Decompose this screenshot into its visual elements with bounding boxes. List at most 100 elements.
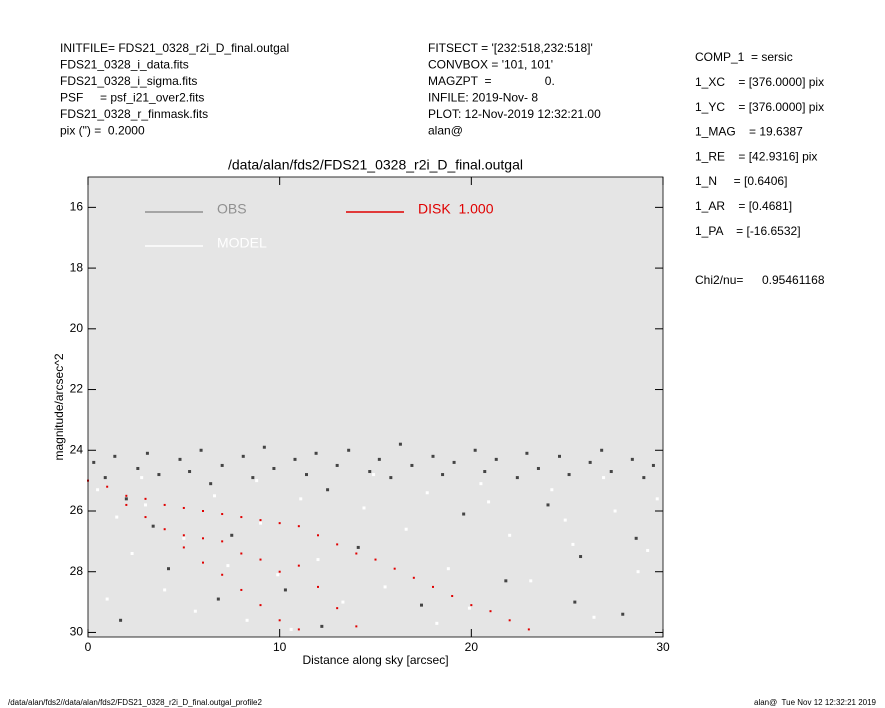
- point: [259, 519, 262, 522]
- point: [92, 460, 96, 464]
- point: [278, 522, 281, 525]
- point: [362, 506, 366, 510]
- point: [355, 552, 358, 555]
- point: [320, 624, 324, 628]
- point: [182, 546, 185, 549]
- point: [636, 570, 640, 574]
- param-line: 1_N = [0.6406]: [695, 174, 787, 188]
- point: [106, 485, 109, 488]
- point: [144, 497, 147, 500]
- point: [136, 466, 140, 470]
- point: [470, 604, 473, 607]
- y-tick-label: 28: [70, 564, 84, 578]
- point: [546, 503, 550, 507]
- point: [563, 518, 567, 522]
- point: [316, 558, 320, 562]
- point: [571, 542, 575, 546]
- point: [202, 509, 204, 512]
- point: [613, 509, 617, 513]
- point: [435, 621, 439, 625]
- point: [355, 625, 358, 628]
- point: [182, 536, 186, 540]
- point: [144, 516, 147, 519]
- point: [630, 457, 634, 461]
- point: [573, 600, 577, 604]
- point: [259, 558, 262, 561]
- point: [451, 595, 454, 598]
- chi2-value: 0.95461168: [762, 273, 825, 287]
- point: [383, 585, 387, 589]
- header-line: PSF = psf_i21_over2.fits: [60, 91, 204, 105]
- point: [241, 454, 245, 458]
- param-line: 1_PA = [-16.6532]: [695, 224, 801, 238]
- point: [467, 606, 471, 610]
- point: [272, 466, 276, 470]
- point: [130, 552, 134, 556]
- point: [182, 534, 185, 537]
- y-tick-label: 16: [70, 200, 84, 214]
- x-tick-label: 20: [465, 640, 479, 654]
- point: [278, 619, 281, 622]
- point: [404, 527, 408, 531]
- param-line: 1_YC = [376.0000] pix: [695, 100, 824, 114]
- point: [220, 463, 224, 467]
- point: [140, 476, 144, 480]
- header-line: FDS21_0328_r_finmask.fits: [60, 107, 208, 121]
- point: [473, 448, 477, 452]
- point: [314, 451, 318, 455]
- point: [374, 558, 377, 561]
- point: [317, 534, 319, 537]
- header-line: PLOT: 12-Nov-2019 12:32:21.00: [428, 107, 601, 121]
- x-tick-label: 30: [656, 640, 670, 654]
- y-tick-label: 30: [70, 625, 84, 639]
- param-line: 1_MAG = 19.6387: [695, 125, 803, 139]
- point: [245, 618, 249, 622]
- point: [276, 573, 280, 577]
- point: [452, 460, 456, 464]
- point: [240, 516, 243, 519]
- point: [483, 470, 487, 474]
- y-tick-label: 18: [70, 260, 84, 274]
- header-line: CONVBOX = '101, 101': [428, 58, 553, 72]
- point: [420, 603, 423, 607]
- point: [278, 570, 281, 573]
- footer-right: alan@ Tue Nov 12 12:32:21 2019: [754, 698, 877, 707]
- y-tick-label: 20: [70, 321, 84, 335]
- point: [163, 503, 166, 506]
- point: [487, 500, 491, 504]
- point: [508, 533, 512, 537]
- point: [393, 567, 396, 570]
- point: [209, 482, 213, 486]
- point: [479, 482, 483, 486]
- point: [259, 604, 262, 607]
- point: [335, 463, 339, 467]
- point: [432, 585, 434, 588]
- point: [297, 628, 300, 631]
- point: [144, 503, 147, 507]
- point: [188, 470, 192, 474]
- legend-label: MODEL: [217, 235, 267, 251]
- header-line: alan@: [428, 124, 463, 138]
- point: [494, 457, 498, 461]
- point: [504, 579, 508, 583]
- series-1: [96, 473, 659, 631]
- legend-label: DISK 1.000: [418, 201, 494, 217]
- point: [529, 579, 533, 583]
- header-line: FDS21_0328_i_data.fits: [60, 58, 189, 72]
- point: [113, 454, 117, 458]
- point: [646, 548, 650, 552]
- header-line: FDS21_0328_i_sigma.fits: [60, 74, 197, 88]
- point: [221, 573, 224, 576]
- point: [240, 552, 243, 555]
- point: [462, 512, 466, 516]
- point: [305, 473, 308, 477]
- point: [145, 451, 149, 455]
- param-line: 1_XC = [376.0000] pix: [695, 75, 824, 89]
- point: [124, 497, 128, 501]
- point: [515, 476, 519, 480]
- point: [642, 476, 646, 480]
- plot-frame: [87, 176, 664, 638]
- point: [567, 473, 571, 477]
- point: [163, 588, 167, 592]
